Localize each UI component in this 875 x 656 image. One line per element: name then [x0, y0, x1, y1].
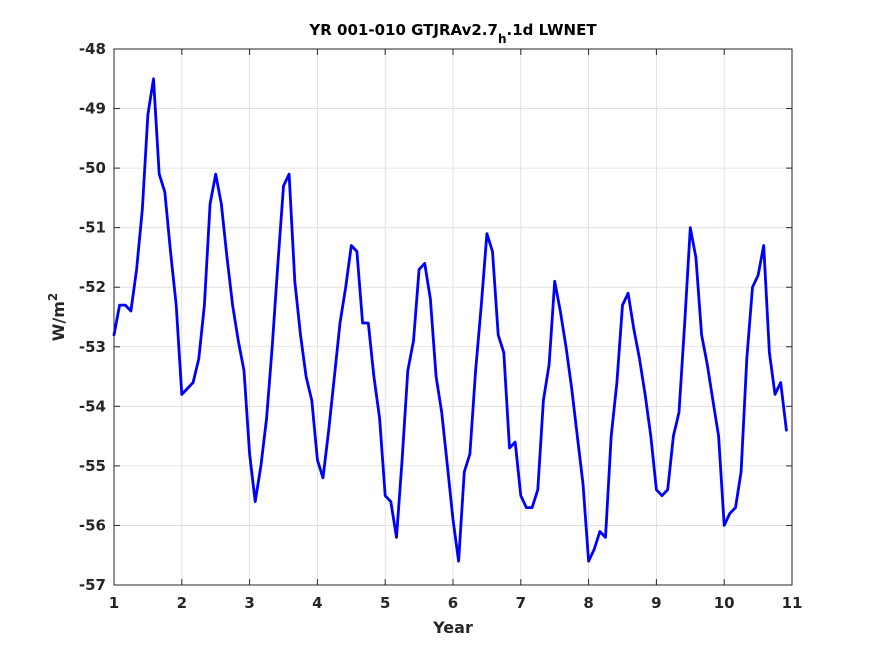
x-tick-labels: 1 2 3 4 5 6 7 8 9 10 11 [109, 594, 803, 612]
y-tick-label: -55 [79, 457, 106, 475]
y-tick-label: -51 [79, 219, 106, 237]
y-tick-label: -50 [79, 159, 106, 177]
x-tick-label: 9 [651, 594, 661, 612]
x-tick-label: 11 [782, 594, 803, 612]
y-axis-label-superscript: 2 [46, 293, 60, 301]
y-tick-label: -57 [79, 576, 106, 594]
x-tick-label: 3 [244, 594, 254, 612]
y-tick-label: -53 [79, 338, 106, 356]
y-tick-label: -48 [79, 40, 106, 58]
title-main: YR 001-010 GTJRAv2.7 [308, 21, 498, 39]
y-tick-label: -56 [79, 516, 106, 534]
series-line [112, 77, 788, 563]
x-tick-label: 8 [583, 594, 593, 612]
title-suffix: .1d LWNET [507, 21, 598, 39]
y-tick-label: -52 [79, 278, 106, 296]
chart-title: YR 001-010 GTJRAv2.7h.1d LWNET [308, 21, 597, 46]
x-tick-label: 7 [516, 594, 526, 612]
tick-marks [113, 48, 793, 586]
title-subscript: h [498, 32, 507, 46]
y-tick-label: -54 [79, 397, 106, 415]
x-axis-label: Year [432, 618, 473, 637]
x-tick-label: 6 [448, 594, 458, 612]
y-axis-label: W/m2 [46, 293, 68, 342]
y-axis-label-base: W/m [49, 301, 68, 341]
x-tick-label: 1 [109, 594, 119, 612]
x-tick-label: 2 [177, 594, 187, 612]
series-group [112, 77, 788, 563]
x-tick-label: 10 [714, 594, 735, 612]
y-tick-labels: -57 -56 -55 -54 -53 -52 -51 -50 -49 -48 [79, 40, 106, 594]
y-tick-label: -49 [79, 100, 106, 118]
x-tick-label: 5 [380, 594, 390, 612]
x-tick-label: 4 [312, 594, 322, 612]
